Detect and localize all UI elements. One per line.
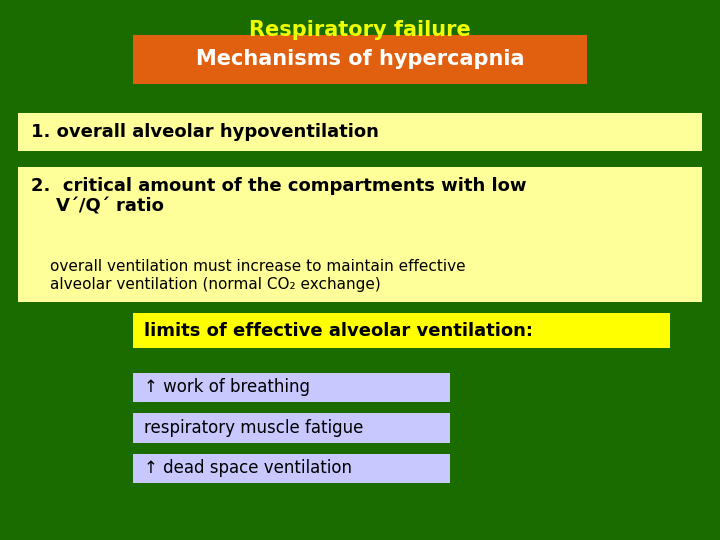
Text: Mechanisms of hypercapnia: Mechanisms of hypercapnia [196, 49, 524, 70]
FancyBboxPatch shape [133, 373, 450, 402]
Text: 1. overall alveolar hypoventilation: 1. overall alveolar hypoventilation [31, 123, 379, 141]
Text: Respiratory failure: Respiratory failure [249, 19, 471, 40]
Text: limits of effective alveolar ventilation:: limits of effective alveolar ventilation… [144, 322, 533, 340]
Text: ↑ work of breathing: ↑ work of breathing [144, 379, 310, 396]
Text: ↑ dead space ventilation: ↑ dead space ventilation [144, 460, 352, 477]
Text: overall ventilation must increase to maintain effective
alveolar ventilation (no: overall ventilation must increase to mai… [50, 259, 466, 292]
FancyBboxPatch shape [133, 313, 670, 348]
Text: respiratory muscle fatigue: respiratory muscle fatigue [144, 419, 364, 437]
FancyBboxPatch shape [133, 454, 450, 483]
FancyBboxPatch shape [18, 113, 702, 151]
Text: 2.  critical amount of the compartments with low
    V´/Q´ ratio: 2. critical amount of the compartments w… [31, 177, 526, 216]
FancyBboxPatch shape [18, 167, 702, 302]
FancyBboxPatch shape [133, 35, 587, 84]
FancyBboxPatch shape [133, 413, 450, 443]
